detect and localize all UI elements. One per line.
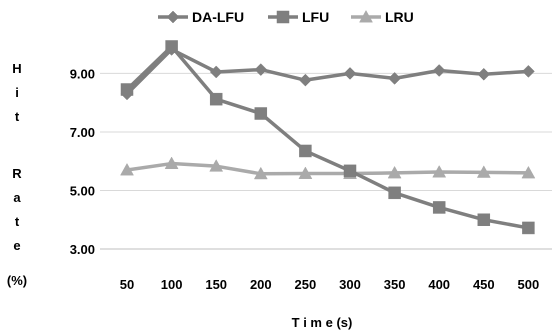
y-axis-title-char: i [15,85,19,100]
legend: DA-LFU LFU LRU [158,9,414,25]
data-point-lfu [299,144,312,158]
data-point-da-lfu [432,64,446,77]
labels: 3.00 5.00 7.00 9.00 50 100 150 200 250 300 350 400 4… [7,61,539,292]
data-point-lru [120,162,134,176]
series-lfu [120,40,535,235]
legend-label: LRU [385,9,414,25]
y-tick-label: 5.00 [70,183,95,198]
data-point-da-lfu [254,63,268,76]
x-tick-label: 500 [518,277,540,292]
y-axis-title-char: a [13,190,21,205]
x-tick-label: 200 [250,277,272,292]
legend-label: DA-LFU [192,9,244,25]
data-point-lru [209,159,224,172]
data-point-lfu [522,221,535,235]
y-axis-title-char: t [15,109,20,124]
x-tick-label: 150 [205,277,227,292]
legend-marker-lfu [276,10,290,24]
legend-item-lru: LRU [351,9,414,25]
x-tick-label: 300 [339,277,361,292]
x-tick-label: 100 [161,277,183,292]
data-point-lru [432,165,447,178]
y-tick-label: 3.00 [70,242,95,257]
x-tick-label: 350 [384,277,406,292]
data-point-lfu [254,107,268,120]
legend-marker-da-lfu [166,10,180,24]
y-tick-label: 7.00 [70,125,95,140]
data-point-lfu [388,186,401,200]
data-point-da-lfu [522,65,535,78]
data-point-da-lfu [388,72,401,85]
x-tick-label: 450 [473,277,495,292]
series-layer [120,40,536,235]
data-point-da-lfu [343,67,357,80]
legend-label: LFU [302,9,329,25]
data-point-da-lfu [477,67,491,81]
series-lru [120,156,536,180]
data-point-lfu [477,213,491,226]
data-point-lru [298,166,313,179]
series-line-lru [126,161,529,176]
series-line-da-lfu [125,47,529,96]
legend-marker-lru [359,9,373,23]
x-axis-title: T i m e (s) [292,315,353,330]
data-point-lfu [343,164,357,178]
data-point-da-lfu [209,65,223,79]
y-axis-title-char: e [13,238,20,253]
y-axis-title-char: t [15,214,20,229]
y-tick-label: 9.00 [70,66,95,81]
y-axis-title-char: (%) [7,273,27,288]
data-point-lfu [165,40,178,53]
data-point-lru [521,165,536,179]
y-axis-title-char: R [12,166,22,181]
data-point-lru [164,156,179,169]
legend-item-lfu: LFU [268,9,329,25]
data-point-lru [476,165,491,178]
data-point-lru [387,165,402,179]
data-point-lfu [432,201,446,214]
series-da-lfu [120,43,535,101]
data-point-lfu [120,83,134,96]
x-tick-label: 400 [428,277,450,292]
series-line-lfu [125,44,529,230]
data-point-lru [253,166,268,180]
data-point-lfu [209,92,223,106]
x-tick-label: 250 [295,277,317,292]
legend-item-da-lfu: DA-LFU [158,9,244,25]
y-axis-title-char: H [12,61,21,76]
data-point-da-lfu [299,73,312,87]
x-tick-label: 50 [120,277,134,292]
